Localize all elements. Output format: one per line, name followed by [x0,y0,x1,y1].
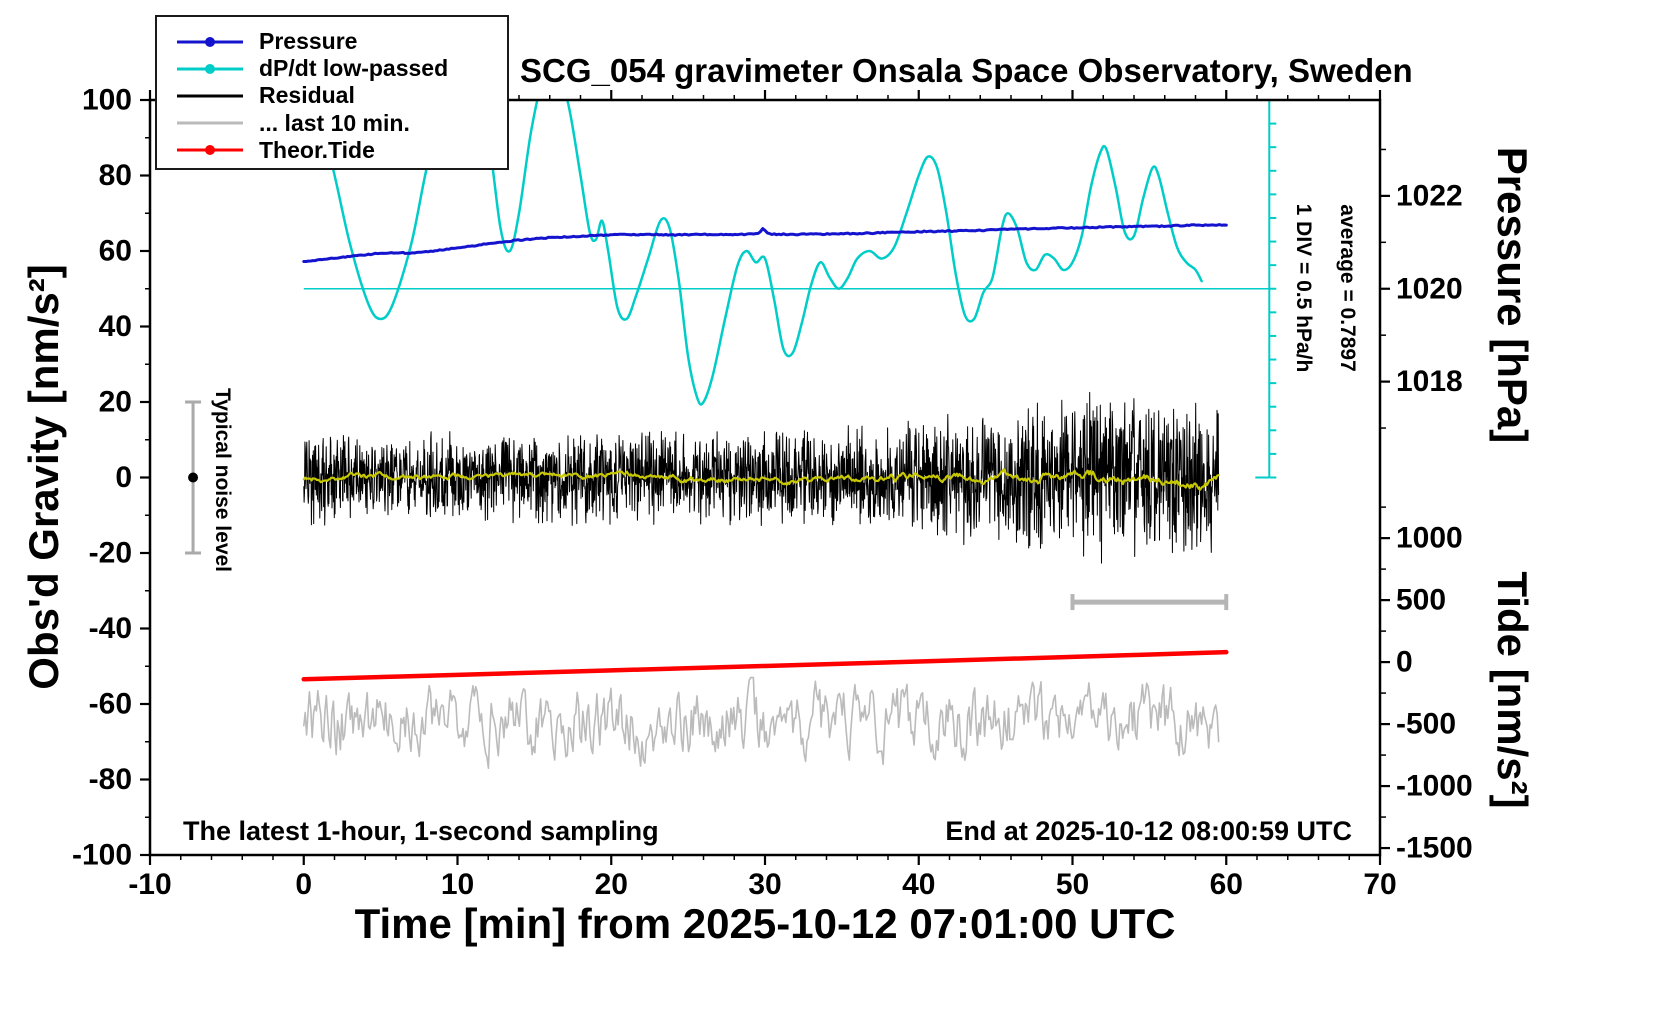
x-tick-label: -10 [128,868,171,901]
tide-tick-label: 1000 [1396,522,1463,555]
legend-marker-line [177,116,243,130]
x-tick-label: 60 [1210,868,1243,901]
legend-marker-dot [205,145,215,156]
x-tick-label: 0 [295,868,312,901]
y-tick-label: 80 [99,159,132,192]
series-tide-line [301,649,1229,682]
end-time-note: End at 2025-10-12 08:00:59 UTC [945,816,1352,846]
y-axis-label-pressure: Pressure [hPa] [1489,146,1536,444]
legend-marker-line [177,89,243,103]
y-tick-label: 20 [99,386,132,419]
series-layer [301,100,1229,769]
tide-tick-label: -1500 [1396,832,1473,865]
series-pressure-line [302,223,1228,263]
average-note: average = 0.7897 [1336,204,1359,372]
legend-item-1: dP/dt low-passed [177,55,507,82]
tide-tick-label: -1000 [1396,770,1473,803]
x-tick-label: 50 [1056,868,1089,901]
y-axis-label-gravity: Obs'd Gravity [nm/s²] [20,264,67,690]
x-tick-label: 20 [595,868,628,901]
y-tick-label: 60 [99,235,132,268]
tide-tick-label: 0 [1396,646,1413,679]
legend-label: Theor.Tide [259,136,375,163]
legend-marker-dot [205,63,215,74]
y-tick-label: -80 [89,763,132,796]
noise-level-dot [188,472,199,483]
series-last10-line [303,676,1220,769]
legend-marker-dot [205,36,215,47]
x-tick-label: 70 [1363,868,1396,901]
legend-label: Residual [259,82,355,109]
y-tick-label: 40 [99,310,132,343]
y-tick-label: -40 [89,612,132,645]
sampling-note: The latest 1-hour, 1-second sampling [183,816,659,846]
legend-label: ... last 10 min. [259,109,410,136]
pressure-tick-label: 1018 [1396,365,1463,398]
x-tick-label: 40 [902,868,935,901]
legend: Pressure dP/dt low-passed Residual... last… [155,15,509,170]
legend-item-4: Theor.Tide [177,137,507,164]
legend-item-0: Pressure [177,28,507,55]
plot-frame [148,98,1382,857]
pressure-tick-label: 1022 [1396,179,1463,212]
y-tick-label: -100 [72,839,132,872]
y-tick-label: -60 [89,688,132,721]
legend-item-3: ... last 10 min. [177,110,507,137]
y-tick-label: 0 [115,461,132,494]
tide-tick-label: -500 [1396,708,1456,741]
y-axis-label-tide: Tide [nm/s²] [1489,571,1536,809]
x-axis-label: Time [min] from 2025-10-12 07:01:00 UTC [354,900,1176,947]
legend-marker-line [177,143,243,157]
pressure-tick-label: 1020 [1396,272,1463,305]
tide-tick-label: 500 [1396,584,1446,617]
legend-marker-line [177,35,243,49]
series-dpdt-line [302,100,1203,406]
legend-rows: Pressure dP/dt low-passed Residual... last… [177,28,507,164]
y-tick-label: 100 [82,84,132,117]
x-tick-label: 30 [748,868,781,901]
x-tick-label: 10 [441,868,474,901]
legend-label: Pressure [259,28,358,55]
duration-scale-bar [1070,594,1229,611]
div-scale-note: 1 DIV = 0.5 hPa/h [1292,203,1315,373]
chart-title: SCG_054 gravimeter Onsala Space Observat… [520,52,1413,89]
noise-level-bar [185,400,202,555]
axis-ticks: -10 0 10 20 30 40 50 60 70-100-80-60-40-20020406… [72,84,1473,901]
legend-marker-line [177,62,243,76]
series-residual_lp-line [302,468,1220,491]
y-tick-label: -20 [89,537,132,570]
noise-level-label: Typical noise level [211,387,234,573]
legend-label: dP/dt low-passed [259,55,449,82]
legend-item-2: Residual [177,82,507,109]
